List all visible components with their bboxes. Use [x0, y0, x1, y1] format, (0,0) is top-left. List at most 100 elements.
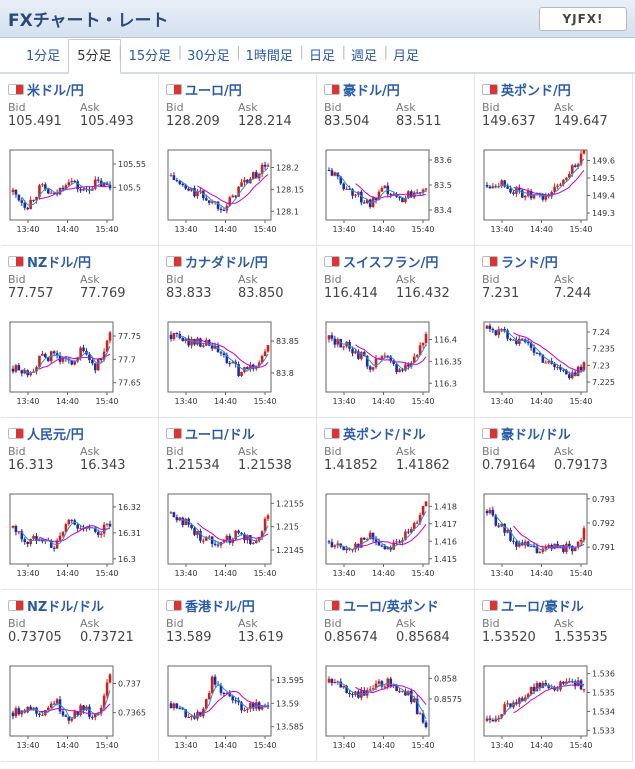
candle-body [579, 366, 583, 371]
pair-name[interactable]: NZドル/円 [27, 255, 92, 271]
tab-5[interactable]: 日足 [301, 45, 346, 72]
candle-chart[interactable]: 83.85 83.8 13:40 14:40 15:40 [165, 316, 311, 410]
pair-name[interactable]: 人民元/円 [27, 427, 84, 443]
rate-card[interactable]: スイスフラン/円 Bid Ask 116.414 116.432 116.4 116.35 1… [317, 246, 475, 418]
candle-chart[interactable]: 77.75 77.7 77.65 13:40 14:40 15:40 [7, 316, 153, 410]
rate-card[interactable]: NZドル/円 Bid Ask 77.757 77.769 77.75 77.7 77.65 13… [1, 246, 159, 418]
candle-body [237, 700, 240, 703]
tab-3[interactable]: 30分足 [179, 45, 240, 72]
candle-chart[interactable]: 128.2 128.15 128.1 13:40 14:40 15:40 [165, 144, 311, 238]
candle-body [210, 676, 214, 694]
moving-average-line [337, 511, 427, 550]
tab-2[interactable]: 15分足 [121, 45, 182, 72]
pair-link[interactable]: 豪ドル/円 [324, 80, 468, 99]
pair-link[interactable]: 英ポンド/円 [482, 80, 626, 99]
candle-chart[interactable]: 1.536 1.535 1.534 1.533 13:40 14:40 15:40 [481, 660, 627, 754]
rate-card[interactable]: 香港ドル/円 Bid Ask 13.589 13.619 13.595 13.59 13.58… [159, 590, 317, 762]
tab-4[interactable]: 1時間足 [238, 45, 305, 72]
pair-name[interactable]: 米ドル/円 [27, 83, 84, 99]
pair-name[interactable]: ユーロ/豪ドル [501, 599, 584, 615]
candle-body [190, 187, 193, 191]
rate-card[interactable]: カナダドル/円 Bid Ask 83.833 83.850 83.85 83.8 13:40 1… [159, 246, 317, 418]
pair-name[interactable]: ユーロ/ドル [185, 427, 255, 443]
rate-card[interactable]: ユーロ/ドル Bid Ask 1.21534 1.21538 1.2155 1.215 1.2… [159, 418, 317, 590]
rate-card[interactable]: ユーロ/英ポンド Bid Ask 0.85674 0.85684 0.858 0.8575 1… [317, 590, 475, 762]
rate-card[interactable]: 英ポンド/ドル Bid Ask 1.41852 1.41862 1.418 1.417 1.4… [317, 418, 475, 590]
candle-body [424, 188, 428, 190]
candle-body [360, 537, 363, 548]
candle-body [368, 689, 372, 691]
candle-chart[interactable]: 0.793 0.792 0.791 13:40 14:40 15:40 [481, 488, 627, 582]
candle-chart[interactable]: 16.32 16.31 16.3 13:40 14:40 15:40 [7, 488, 153, 582]
candle-chart[interactable]: 105.55 105.5 13:40 14:40 15:40 [7, 144, 153, 238]
candle-body [404, 364, 407, 371]
candle-body [228, 362, 232, 364]
pair-link[interactable]: ユーロ/ドル [166, 424, 310, 443]
pair-link[interactable]: スイスフラン/円 [324, 252, 468, 271]
pair-link[interactable]: ユーロ/英ポンド [324, 596, 468, 615]
pair-name[interactable]: カナダドル/円 [185, 255, 268, 271]
pair-name[interactable]: スイスフラン/円 [343, 255, 439, 271]
pair-link[interactable]: カナダドル/円 [166, 252, 310, 271]
candle-body [252, 172, 255, 179]
pair-name[interactable]: ユーロ/円 [185, 83, 242, 99]
pair-name[interactable]: 英ポンド/円 [501, 83, 571, 99]
pair-link[interactable]: 人民元/円 [8, 424, 152, 443]
candle-chart[interactable]: 149.6 149.5 149.4 149.3 13:40 14:40 15:40 [481, 144, 627, 238]
bid-value: 149.637 [482, 114, 536, 129]
pair-link[interactable]: 香港ドル/円 [166, 596, 310, 615]
pair-link[interactable]: ランド/円 [482, 252, 626, 271]
x-tick-label: 13:40 [332, 225, 355, 234]
candle-body [392, 194, 395, 196]
pair-name[interactable]: 豪ドル/円 [343, 83, 400, 99]
yjfx-logo[interactable]: YJFX! [539, 6, 627, 31]
pair-link[interactable]: 英ポンド/ドル [324, 424, 468, 443]
candle-chart[interactable]: 0.737 0.7365 13:40 14:40 15:40 [7, 660, 153, 754]
pair-name[interactable]: ランド/円 [501, 255, 558, 271]
candle-body [535, 683, 539, 692]
candle-body [520, 190, 524, 198]
candle-chart[interactable]: 13.595 13.59 13.585 13:40 14:40 15:40 [165, 660, 311, 754]
candle-chart[interactable]: 1.2155 1.215 1.2145 13:40 14:40 15:40 [165, 488, 311, 582]
y-tick-label: 83.5 [434, 181, 452, 190]
rate-card[interactable]: ユーロ/豪ドル Bid Ask 1.53520 1.53535 1.536 1.535 1.5… [475, 590, 633, 762]
candle-body [398, 541, 401, 543]
candle-chart[interactable]: 83.6 83.5 83.4 13:40 14:40 15:40 [323, 144, 469, 238]
candle-body [570, 372, 574, 378]
rate-card[interactable]: 英ポンド/円 Bid Ask 149.637 149.647 149.6 149.5 149.… [475, 74, 633, 246]
candle-chart[interactable]: 7.24 7.235 7.23 7.225 13:40 14:40 15:40 [481, 316, 627, 410]
tab-7[interactable]: 月足 [392, 49, 419, 64]
candle-chart[interactable]: 116.4 116.35 116.3 13:40 14:40 15:40 [323, 316, 469, 410]
rate-card[interactable]: 豪ドル/ドル Bid Ask 0.79164 0.79173 0.793 0.792 0.79… [475, 418, 633, 590]
pair-name[interactable]: ユーロ/英ポンド [343, 599, 439, 615]
y-tick-label: 77.65 [118, 379, 141, 388]
pair-name[interactable]: 香港ドル/円 [185, 599, 255, 615]
rate-card[interactable]: ランド/円 Bid Ask 7.231 7.244 7.24 7.235 7.23 7.225 1… [475, 246, 633, 418]
pair-name[interactable]: 英ポンド/ドル [343, 427, 426, 443]
candle-body [523, 541, 527, 546]
pair-name[interactable]: NZドル/ドル [27, 599, 105, 615]
pair-name[interactable]: 豪ドル/ドル [501, 427, 571, 443]
candle-body [512, 339, 515, 341]
rate-card[interactable]: 豪ドル/円 Bid Ask 83.504 83.511 83.6 83.5 83.4 13:40… [317, 74, 475, 246]
pair-link[interactable]: ユーロ/豪ドル [482, 596, 626, 615]
candle-body [386, 547, 390, 550]
tab-0[interactable]: 1分足 [18, 45, 72, 72]
ask-value: 83.511 [396, 114, 442, 129]
pair-link[interactable]: NZドル/円 [8, 252, 152, 271]
pair-link[interactable]: 米ドル/円 [8, 80, 152, 99]
candle-body [500, 714, 503, 718]
candle-body [565, 177, 568, 180]
candle-chart[interactable]: 0.858 0.8575 13:40 14:40 15:40 [323, 660, 469, 754]
candle-body [500, 180, 503, 187]
pair-link[interactable]: 豪ドル/ドル [482, 424, 626, 443]
pair-link[interactable]: ユーロ/円 [166, 80, 310, 99]
rate-card[interactable]: 米ドル/円 Bid Ask 105.491 105.493 105.55 105.5 13:4… [1, 74, 159, 246]
rate-card[interactable]: 人民元/円 Bid Ask 16.313 16.343 16.32 16.31 16.3 13:… [1, 418, 159, 590]
tab-1[interactable]: 5分足 [68, 39, 123, 74]
tab-6[interactable]: 週足 [343, 45, 388, 72]
candle-chart[interactable]: 1.418 1.417 1.416 1.415 13:40 14:40 15:40 [323, 488, 469, 582]
rate-card[interactable]: ユーロ/円 Bid Ask 128.209 128.214 128.2 128.15 128.… [159, 74, 317, 246]
rate-card[interactable]: NZドル/ドル Bid Ask 0.73705 0.73721 0.737 0.7365 13… [1, 590, 159, 762]
pair-link[interactable]: NZドル/ドル [8, 596, 152, 615]
